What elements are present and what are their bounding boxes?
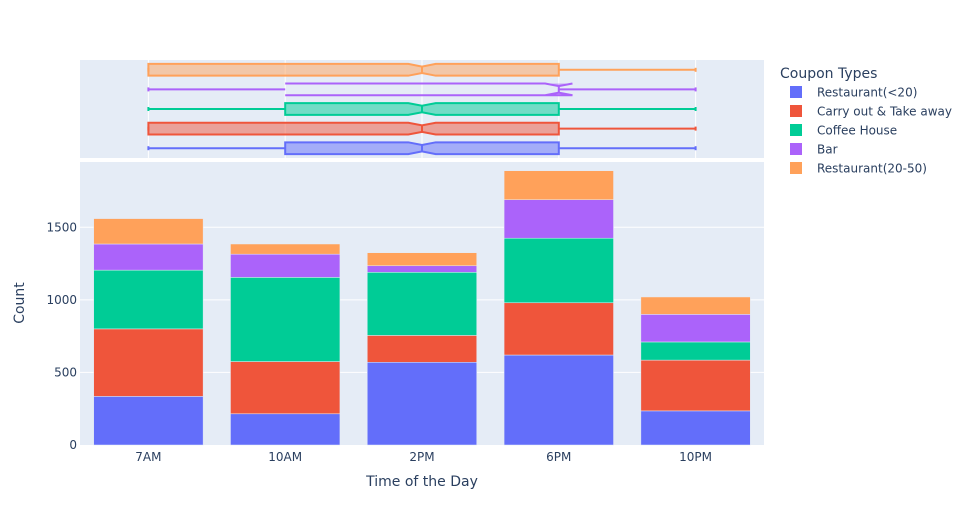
bar-segment [230, 361, 341, 415]
bar-segment [93, 243, 204, 271]
bar-segment [503, 199, 614, 239]
y-tick-label: 500 [54, 365, 77, 379]
bar-segment [640, 359, 751, 412]
x-tick-label: 10PM [679, 450, 712, 464]
legend-swatch [790, 86, 802, 98]
legend-item[interactable]: Restaurant(<20) [790, 86, 917, 100]
x-axis-title: Time of the Day [365, 474, 478, 490]
legend-item[interactable]: Carry out & Take away [790, 105, 952, 119]
legend-label: Restaurant(<20) [817, 86, 917, 100]
bar-segment [503, 237, 614, 304]
bar-segment [640, 410, 751, 446]
x-tick-label: 2PM [409, 450, 434, 464]
bar-segment [367, 362, 477, 446]
bar-segment [367, 335, 477, 363]
legend-item[interactable]: Bar [790, 143, 838, 157]
y-tick-label: 0 [69, 438, 77, 452]
legend-label: Bar [817, 143, 838, 157]
legend-swatch [790, 124, 802, 136]
bar-segment [503, 170, 614, 200]
y-axis-title: Count [12, 282, 28, 324]
bar-segment [230, 413, 341, 446]
bar-segment [93, 218, 204, 245]
legend-swatch [790, 105, 802, 117]
bar-segment [640, 314, 751, 343]
bar-segment [230, 277, 341, 362]
legend-label: Restaurant(20-50) [817, 162, 927, 176]
legend-swatch [790, 162, 802, 174]
legend: Coupon Types Restaurant(<20) Carry out & … [780, 66, 952, 176]
legend-swatch [790, 143, 802, 155]
bar-segment [93, 269, 204, 330]
box-body [147, 121, 560, 136]
bar-segment [93, 328, 204, 397]
bar-segment [367, 272, 477, 336]
legend-title: Coupon Types [780, 66, 877, 82]
x-tick-label: 10AM [268, 450, 302, 464]
bar-segment [640, 341, 751, 361]
bar-segment [230, 253, 341, 278]
y-tick-label: 1500 [46, 220, 77, 234]
y-tick-label: 1000 [46, 293, 77, 307]
marginal-box-plots [147, 62, 697, 156]
bar-segment [503, 354, 614, 446]
legend-item[interactable]: Coffee House [790, 124, 897, 138]
x-tick-label: 7AM [135, 450, 161, 464]
bar-segment [230, 243, 341, 255]
bar-segment [640, 296, 751, 315]
legend-item[interactable]: Restaurant(20-50) [790, 162, 927, 176]
legend-label: Carry out & Take away [817, 105, 952, 119]
bar-series-group [93, 170, 751, 446]
box-body [285, 82, 573, 97]
box-body [147, 62, 560, 77]
bar-segment [503, 302, 614, 356]
x-axis-ticks: 7AM 10AM 2PM 6PM 10PM [135, 450, 712, 464]
bar-segment [93, 396, 204, 446]
legend-label: Coffee House [817, 124, 897, 138]
x-tick-label: 6PM [546, 450, 571, 464]
y-axis-ticks: 0 500 1000 1500 [46, 220, 77, 452]
bar-segment [367, 265, 477, 273]
bar-segment [367, 252, 477, 267]
